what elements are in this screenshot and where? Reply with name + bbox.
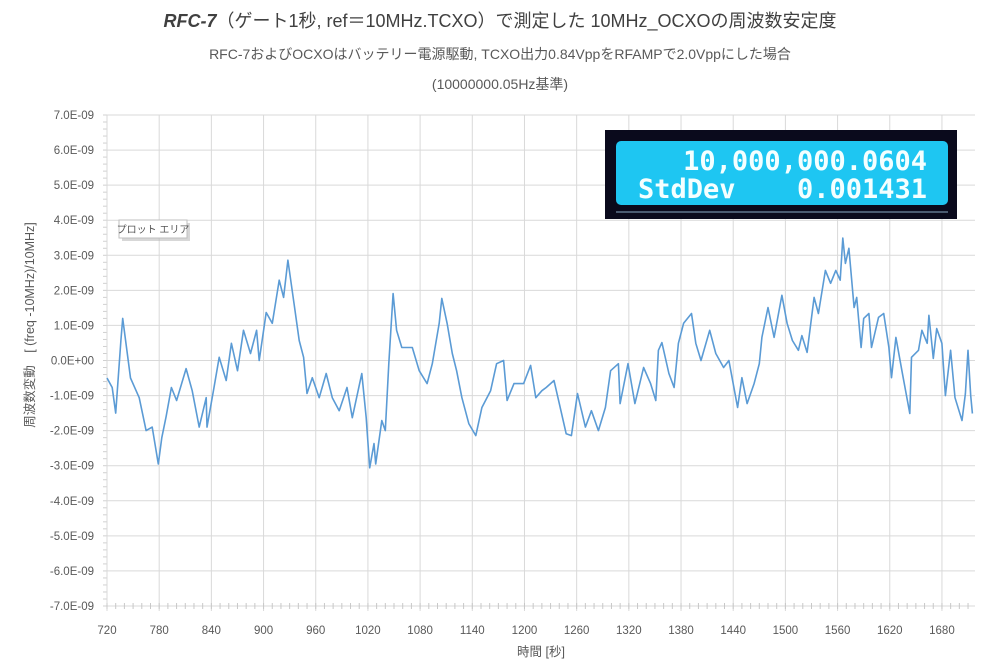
x-tick-label: 1560 xyxy=(825,625,851,637)
y-tick-label: -4.0E-09 xyxy=(50,496,94,508)
x-tick-label: 1380 xyxy=(668,625,694,637)
chart-title-bold: RFC-7 xyxy=(163,11,217,31)
y-tick-label: -1.0E-09 xyxy=(50,391,94,403)
chart-title-rest: （ゲート1秒, ref＝10MHz.TCXO）で測定した 10MHz_OCXOの… xyxy=(216,11,836,32)
y-axis-ticks: 7.0E-09 6.0E-09 5.0E-09 4.0E-09 3.0E-09 2.0E-… xyxy=(50,110,94,613)
chart-subtitle-2: (10000000.05Hz基準) xyxy=(432,76,568,92)
x-tick-label: 1200 xyxy=(512,625,538,637)
y-tick-label: 5.0E-09 xyxy=(54,180,94,192)
x-axis-ticks: 720 780 840 900 960 1020 1080 1140 1200 1260 1320 1… xyxy=(97,625,954,637)
lcd-stddev-value: 0.001431 xyxy=(797,174,927,205)
y-tick-label: -7.0E-09 xyxy=(50,601,94,613)
x-tick-label: 1140 xyxy=(460,625,485,637)
y-tick-label: -5.0E-09 xyxy=(50,531,94,543)
x-tick-label: 960 xyxy=(306,625,325,637)
lcd-frequency: 10,000,000.0604 xyxy=(683,146,927,177)
y-tick-label: 3.0E-09 xyxy=(54,250,94,262)
x-tick-label: 1080 xyxy=(407,625,433,637)
y-tick-label: 6.0E-09 xyxy=(54,145,94,157)
x-tick-label: 1320 xyxy=(616,625,642,637)
x-tick-label: 900 xyxy=(254,625,273,637)
x-axis-title: 時間 [秒] xyxy=(517,645,565,659)
lcd-stddev-label: StdDev xyxy=(638,174,736,205)
y-tick-label: -2.0E-09 xyxy=(50,426,94,438)
x-tick-label: 720 xyxy=(97,625,116,637)
tooltip-text: プロット エリア xyxy=(117,224,190,236)
x-tick-label: 1620 xyxy=(877,625,903,637)
y-tick-label: -3.0E-09 xyxy=(50,461,94,473)
y-tick-label: 1.0E-09 xyxy=(54,320,94,332)
y-tick-label: 0.0E+00 xyxy=(51,356,94,368)
x-tick-label: 1500 xyxy=(773,625,799,637)
x-tick-label: 1260 xyxy=(564,625,590,637)
y-tick-label: 2.0E-09 xyxy=(54,285,94,297)
x-tick-label: 780 xyxy=(150,625,169,637)
lcd-display-photo: 10,000,000.0604 StdDev 0.001431 xyxy=(605,130,957,219)
chart-subtitle: RFC-7およびOCXOはバッテリー電源駆動, TCXO出力0.84VppをRF… xyxy=(209,46,791,62)
chart-title: RFC-7（ゲート1秒, ref＝10MHz.TCXO）で測定した 10MHz_… xyxy=(163,11,836,32)
plot-area-tooltip: プロット エリア xyxy=(117,219,190,241)
x-tick-label: 1680 xyxy=(929,625,955,637)
data-series-line xyxy=(106,237,974,469)
y-tick-label: -6.0E-09 xyxy=(50,566,94,578)
x-tick-label: 1440 xyxy=(720,625,746,637)
y-tick-label: 7.0E-09 xyxy=(54,110,94,122)
y-tick-label: 4.0E-09 xyxy=(54,215,94,227)
x-tick-label: 840 xyxy=(202,625,221,637)
y-axis-title: 周波数変動 [ (freq -10MHz)/10MHz] xyxy=(22,222,37,428)
x-tick-label: 1020 xyxy=(355,625,381,637)
